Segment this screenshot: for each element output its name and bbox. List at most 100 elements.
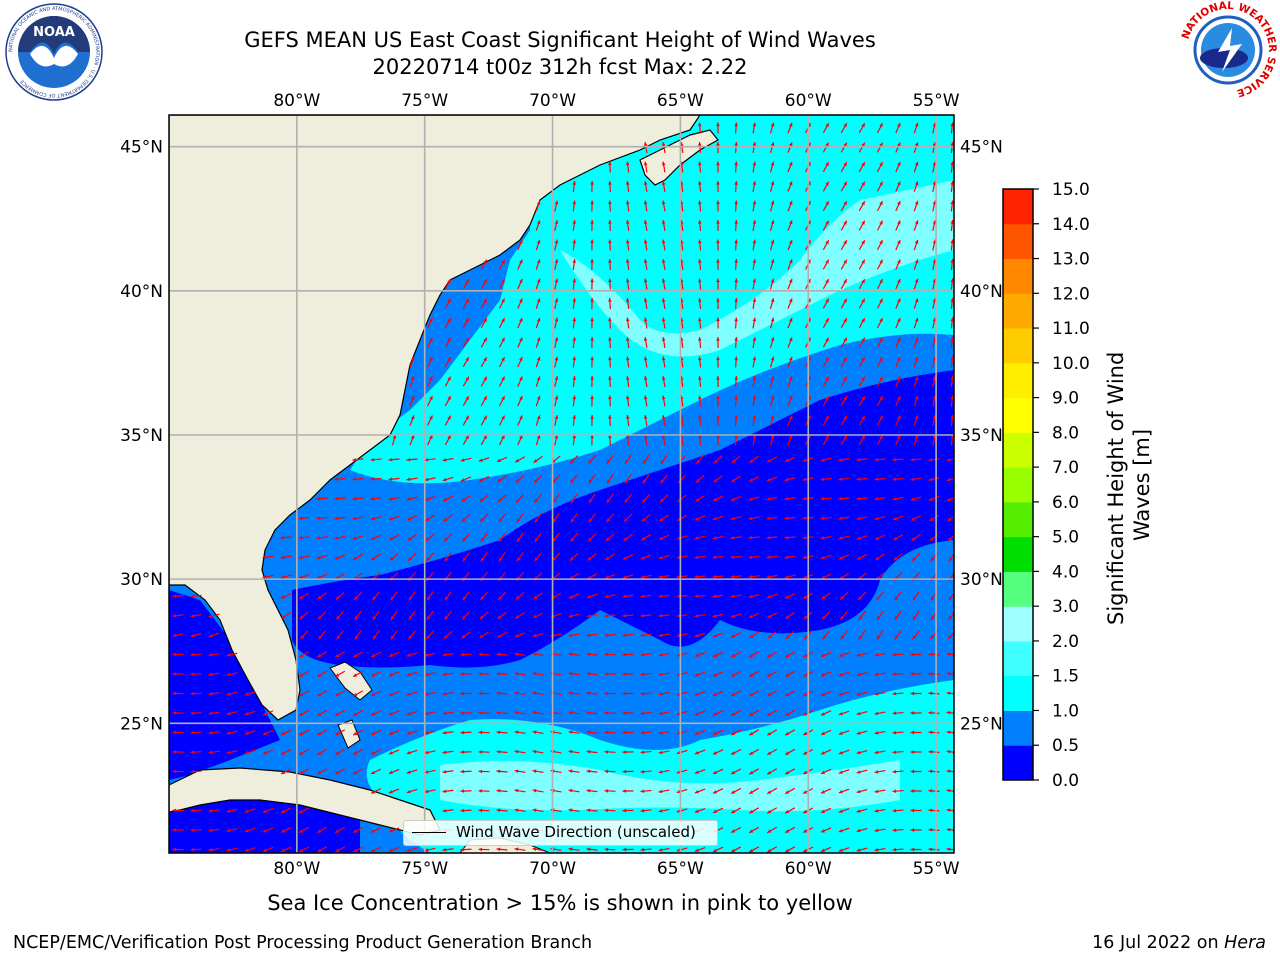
wave-arrow	[838, 749, 850, 755]
wave-arrow	[572, 258, 577, 271]
wave-arrow	[568, 652, 580, 656]
wave-arrow	[569, 455, 579, 464]
wave-arrow	[874, 672, 886, 677]
wave-arrow	[643, 200, 648, 212]
wave-arrow	[730, 846, 742, 853]
wave-arrow	[946, 847, 954, 852]
wave-arrow	[424, 652, 436, 657]
colorbar-tick-label: 1.0	[1052, 701, 1079, 721]
wave-arrow	[316, 690, 328, 697]
wave-arrow	[590, 180, 594, 193]
wave-arrow	[876, 630, 884, 640]
wave-arrow	[427, 356, 433, 368]
wave-arrow	[517, 298, 523, 309]
wave-arrow	[910, 457, 922, 462]
wave-arrow	[298, 592, 310, 600]
wave-arrow	[568, 671, 580, 676]
wave-arrow	[625, 180, 630, 193]
wave-arrow	[608, 375, 612, 388]
wave-arrow	[316, 496, 328, 501]
wave-arrow	[856, 516, 868, 521]
wave-arrow	[461, 631, 471, 639]
wave-arrow	[461, 532, 471, 543]
wave-arrow	[608, 219, 612, 232]
wave-arrow	[928, 847, 940, 852]
wave-arrow	[769, 220, 775, 231]
wave-arrow	[554, 337, 559, 348]
wave-arrow	[496, 750, 508, 754]
lon-label-top: 70°W	[529, 91, 576, 111]
wave-arrow	[352, 496, 364, 501]
wave-arrow	[462, 356, 470, 368]
wave-arrow	[425, 533, 435, 542]
wave-arrow	[517, 337, 523, 348]
wave-arrow	[694, 574, 706, 579]
wave-arrow	[572, 317, 577, 329]
wave-arrow	[895, 356, 901, 368]
wave-arrow	[876, 259, 884, 270]
wave-arrow	[640, 672, 652, 677]
wave-arrow	[784, 456, 796, 463]
wave-arrow	[498, 552, 506, 562]
wave-arrow	[517, 356, 523, 368]
wave-arrow	[496, 789, 508, 793]
wave-arrow	[426, 591, 434, 601]
wave-arrow	[316, 573, 328, 580]
wave-arrow	[208, 847, 220, 852]
wave-arrow	[748, 709, 760, 717]
wave-arrow	[534, 552, 542, 562]
wave-arrow	[858, 220, 866, 231]
colorbar-segment	[1003, 745, 1033, 781]
wave-arrow	[928, 672, 940, 676]
wave-arrow	[298, 690, 310, 697]
wave-arrow	[766, 593, 778, 599]
wave-arrow	[913, 376, 919, 387]
wave-arrow	[913, 239, 919, 251]
wave-arrow	[895, 278, 901, 290]
wave-arrow	[821, 592, 831, 600]
wave-arrow	[858, 610, 866, 621]
wave-arrow	[572, 434, 577, 446]
wave-arrow	[568, 808, 580, 812]
wave-arrow	[694, 535, 706, 540]
wave-arrow	[698, 200, 702, 212]
wave-arrow	[298, 573, 310, 580]
wave-arrow	[730, 690, 742, 697]
wave-arrow	[895, 161, 901, 173]
wave-arrow	[658, 575, 670, 579]
wave-arrow	[605, 533, 615, 542]
wave-arrow	[856, 808, 868, 813]
wave-arrow	[406, 477, 418, 482]
wave-arrow	[876, 610, 884, 621]
wave-arrow	[640, 613, 652, 618]
lat-label-right: 25°N	[960, 714, 1003, 734]
wave-arrow	[892, 730, 904, 735]
wave-arrow	[406, 788, 418, 794]
wave-arrow	[640, 750, 652, 755]
wave-arrow	[408, 591, 416, 601]
wave-arrow	[752, 297, 757, 310]
wave-arrow	[460, 847, 472, 852]
wave-arrow	[497, 475, 507, 483]
wave-arrow	[913, 278, 919, 290]
wave-arrow	[572, 414, 577, 427]
wave-arrow	[643, 414, 648, 427]
lat-label-left: 30°N	[120, 570, 163, 590]
wave-arrow	[568, 847, 580, 851]
wave-arrow	[370, 788, 382, 794]
wave-arrow	[442, 652, 454, 657]
wave-arrow	[913, 161, 919, 173]
wave-arrow	[787, 122, 793, 134]
longitude-labels-bottom: 80°W 75°W 70°W 65°W 60°W 55°W	[273, 859, 959, 879]
wave-arrow	[604, 691, 616, 696]
wave-arrow	[334, 496, 346, 501]
wave-arrow	[894, 630, 902, 640]
wave-arrow	[766, 690, 778, 697]
wave-arrow	[734, 395, 738, 407]
lon-label-bottom: 80°W	[273, 859, 320, 879]
wave-arrow	[913, 395, 919, 407]
wave-arrow	[712, 555, 724, 560]
wave-arrow	[698, 317, 702, 329]
wave-arrow	[316, 535, 328, 540]
wave-arrow	[910, 496, 922, 501]
